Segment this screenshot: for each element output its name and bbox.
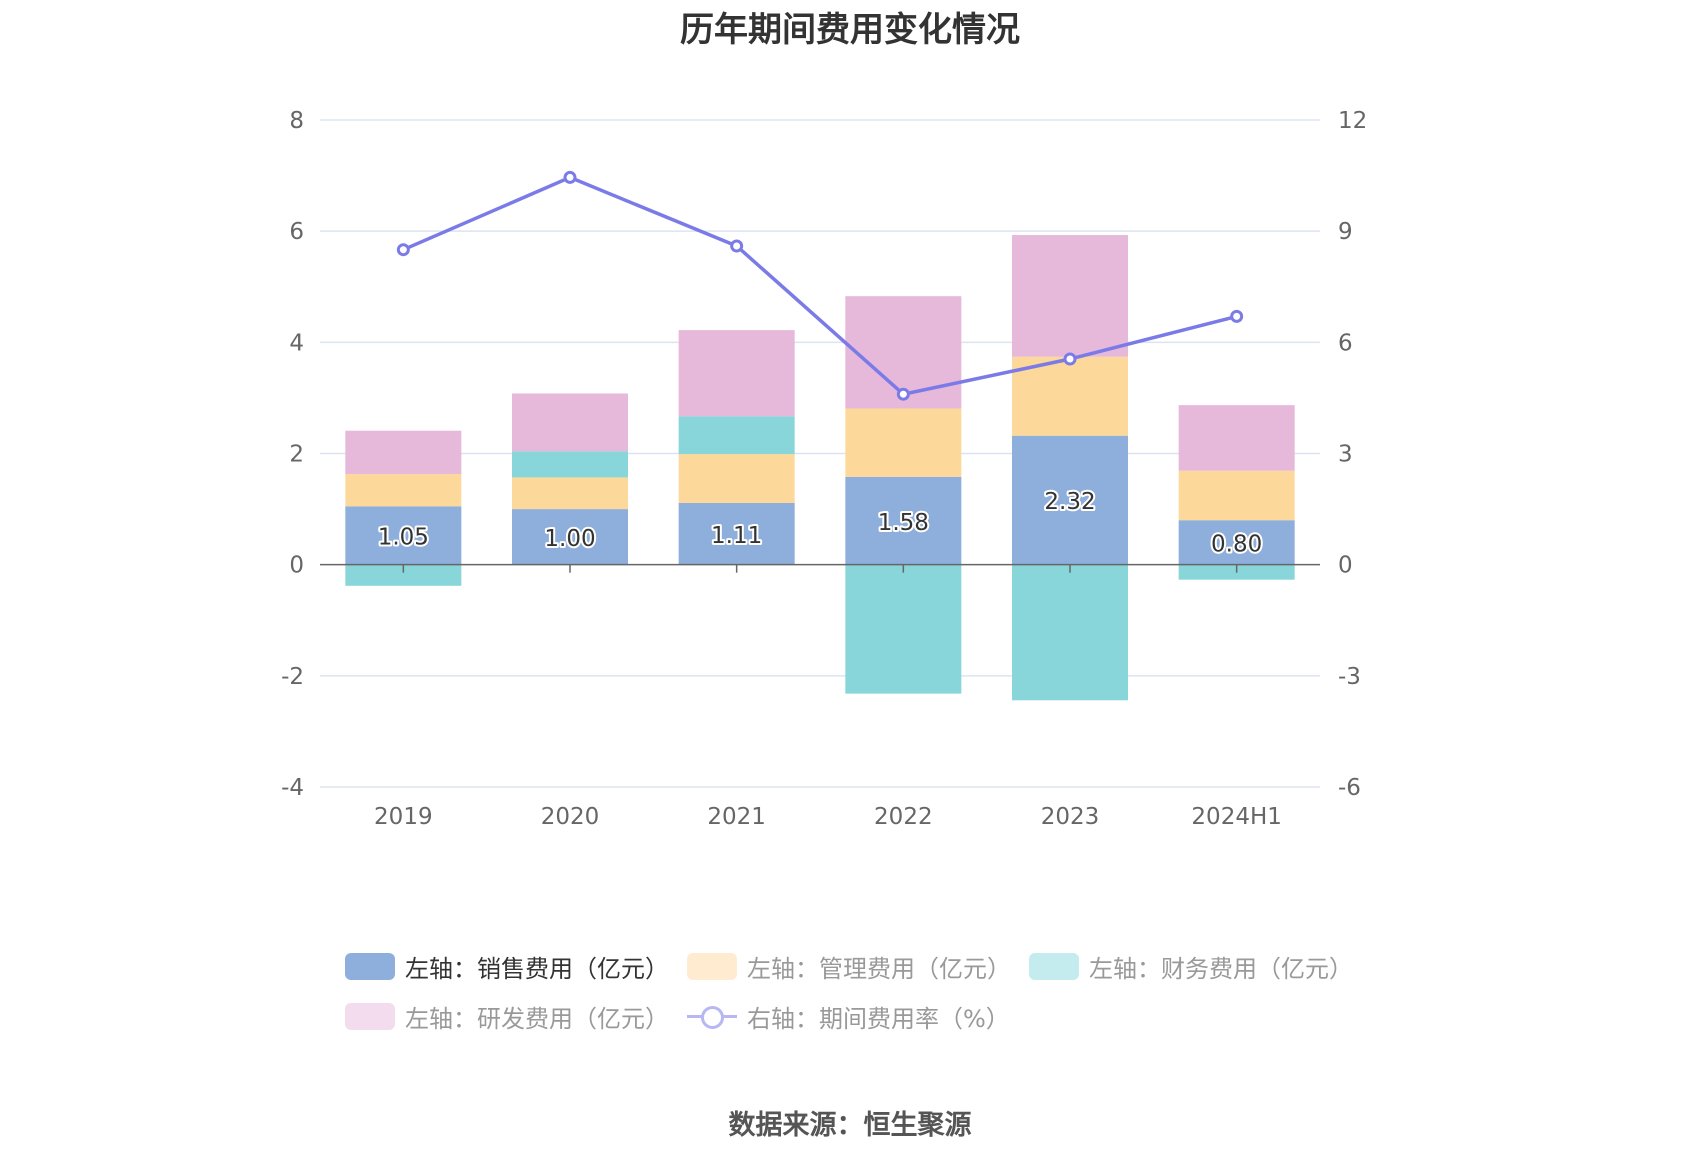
bar-segment bbox=[678, 416, 795, 455]
legend-label: 左轴：销售费用（亿元） bbox=[405, 954, 669, 983]
x-axis-tick-label: 2024H1 bbox=[1191, 804, 1281, 830]
bar-segment bbox=[512, 451, 628, 478]
bar-segment bbox=[1012, 564, 1128, 701]
x-axis-tick-label: 2020 bbox=[541, 804, 600, 830]
bar-segment bbox=[1178, 470, 1295, 521]
right-axis-tick-label: 3 bbox=[1338, 442, 1353, 468]
legend-swatch bbox=[345, 1002, 395, 1030]
bar-data-label: 1.58 bbox=[878, 510, 929, 536]
chart-area: 8 6 4 2 0 -2 -4 12 9 6 3 0 -3 -6 1.05 1.00 1.11 1.58 2.32 0… bbox=[281, 108, 1367, 830]
expense-rate-point bbox=[1230, 309, 1244, 323]
legend-label: 右轴：期间费用率（%） bbox=[747, 1004, 1010, 1033]
left-axis-tick-label: 2 bbox=[289, 442, 304, 468]
x-axis-tick-label: 2022 bbox=[874, 804, 933, 830]
x-axis-tick-label: 2019 bbox=[374, 804, 433, 830]
bar-data-label: 1.11 bbox=[711, 523, 762, 549]
bar-segment bbox=[1012, 435, 1128, 565]
bar-segment bbox=[512, 477, 628, 510]
x-axis-tick-label: 2021 bbox=[707, 804, 766, 830]
left-axis-tick-label: -4 bbox=[281, 775, 304, 801]
legend-swatch bbox=[687, 952, 737, 980]
expense-rate-point bbox=[563, 170, 577, 184]
data-source: 数据来源：恒生聚源 bbox=[728, 1110, 972, 1141]
bar-segment bbox=[345, 564, 462, 586]
right-axis-tick-label: 0 bbox=[1338, 553, 1353, 579]
bar-data-label: 2.32 bbox=[1044, 489, 1095, 515]
legend-swatch bbox=[1029, 952, 1079, 980]
expense-rate-point bbox=[730, 239, 744, 253]
left-axis-tick-label: -2 bbox=[281, 664, 304, 690]
expense-rate-point bbox=[1063, 352, 1077, 366]
bar-data-label: 1.00 bbox=[544, 526, 595, 552]
bar-segment bbox=[345, 474, 462, 507]
expense-rate-point bbox=[396, 243, 410, 257]
legend-item[interactable]: 左轴：财务费用（亿元） bbox=[1029, 948, 1353, 984]
legend-label: 左轴：财务费用（亿元） bbox=[1089, 954, 1353, 983]
legend-item[interactable]: 左轴：管理费用（亿元） bbox=[687, 948, 1011, 984]
legend-item[interactable]: 右轴：期间费用率（%） bbox=[687, 998, 1010, 1034]
legend-item[interactable]: 左轴：研发费用（亿元） bbox=[345, 998, 669, 1034]
bar-segment bbox=[678, 330, 795, 417]
right-axis-tick-label: 6 bbox=[1338, 330, 1353, 356]
legend-label: 左轴：管理费用（亿元） bbox=[747, 954, 1011, 983]
left-axis-tick-label: 8 bbox=[289, 108, 304, 134]
bar-segment bbox=[678, 502, 795, 565]
right-axis-tick-label: 9 bbox=[1338, 219, 1353, 245]
bar-segment bbox=[1012, 356, 1128, 436]
left-axis-tick-label: 6 bbox=[289, 219, 304, 245]
right-axis-tick-label: -6 bbox=[1338, 775, 1361, 801]
legend-swatch bbox=[345, 952, 395, 980]
bar-segment bbox=[512, 509, 628, 565]
bar-segment bbox=[1178, 520, 1295, 565]
bar-segment bbox=[345, 506, 462, 565]
line-marker-icon bbox=[687, 1003, 737, 1030]
right-axis-tick-label: 12 bbox=[1338, 108, 1367, 134]
bar-segment bbox=[845, 408, 962, 477]
legend-label: 左轴：研发费用（亿元） bbox=[405, 1004, 669, 1033]
bar-segment bbox=[678, 454, 795, 503]
bar-segment bbox=[512, 393, 628, 452]
x-axis-tick-label: 2023 bbox=[1041, 804, 1100, 830]
bar-data-label: 1.05 bbox=[378, 524, 429, 550]
legend-item[interactable]: 左轴：销售费用（亿元） bbox=[345, 948, 669, 984]
legend: 左轴：销售费用（亿元） 左轴：管理费用（亿元） 左轴：财务费用（亿元） 左轴：研发费用… bbox=[345, 948, 1395, 1048]
bar-segment bbox=[1178, 405, 1295, 471]
bar-segment bbox=[845, 476, 962, 565]
expense-rate-line bbox=[402, 175, 1238, 397]
bar-segment bbox=[845, 564, 962, 694]
chart-title: 历年期间费用变化情况 bbox=[680, 10, 1020, 50]
right-axis-tick-label: -3 bbox=[1338, 664, 1361, 690]
bar-segment bbox=[345, 430, 462, 475]
bar-segment bbox=[1012, 235, 1128, 357]
bar-data-label: 0.80 bbox=[1211, 531, 1262, 557]
expense-rate-point bbox=[896, 387, 910, 401]
left-axis-tick-label: 0 bbox=[289, 553, 304, 579]
left-axis-tick-label: 4 bbox=[289, 330, 304, 356]
